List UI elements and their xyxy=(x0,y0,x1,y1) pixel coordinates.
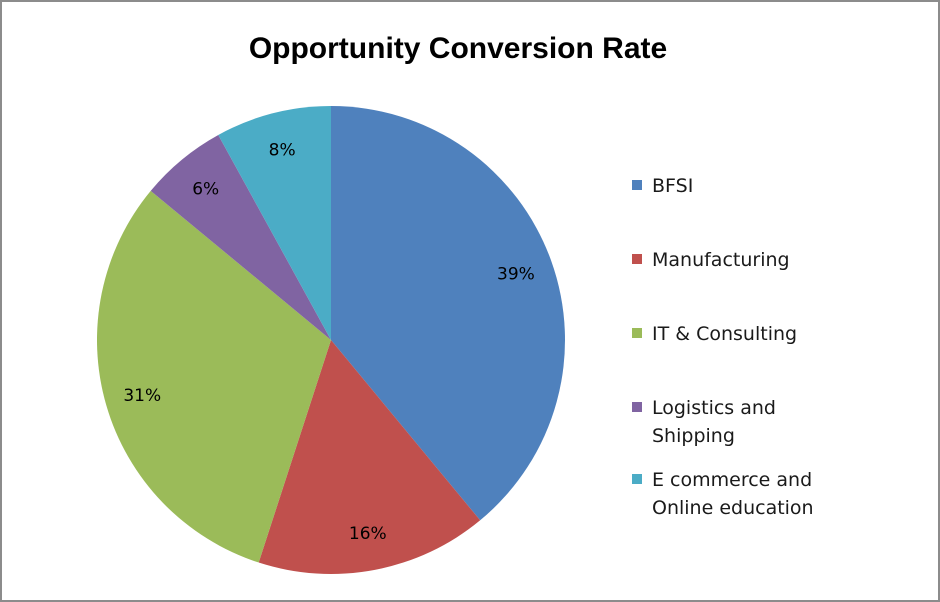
legend-label: Manufacturing xyxy=(652,249,790,271)
legend-label: E commerce and Online education xyxy=(652,469,814,519)
pie-slice-1 xyxy=(258,340,481,575)
pie-slice-0 xyxy=(331,106,566,521)
legend-swatch xyxy=(632,474,642,484)
legend-item-4: E commerce and Online education xyxy=(632,466,842,522)
pie-slice-3 xyxy=(150,134,331,340)
legend-item-3: Logistics and Shipping xyxy=(632,394,842,450)
legend-item-2: IT & Consulting xyxy=(632,320,842,348)
legend-label: Logistics and Shipping xyxy=(652,397,776,447)
slice-data-label-1: 16% xyxy=(349,524,387,544)
legend-item-0: BFSI xyxy=(632,172,842,200)
pie-slice-2 xyxy=(96,190,331,563)
legend-item-1: Manufacturing xyxy=(632,246,842,274)
slice-data-label-4: 8% xyxy=(269,141,296,161)
pie-slice-4 xyxy=(218,106,331,340)
legend-swatch xyxy=(632,402,642,412)
legend-swatch xyxy=(632,254,642,264)
chart-title: Opportunity Conversion Rate xyxy=(248,32,668,65)
legend-label: IT & Consulting xyxy=(652,323,798,345)
legend-swatch xyxy=(632,328,642,338)
slice-data-label-0: 39% xyxy=(497,264,535,284)
legend-swatch xyxy=(632,180,642,190)
slice-data-label-3: 6% xyxy=(192,180,219,200)
slice-data-label-2: 31% xyxy=(123,386,161,406)
legend-label: BFSI xyxy=(652,175,694,197)
